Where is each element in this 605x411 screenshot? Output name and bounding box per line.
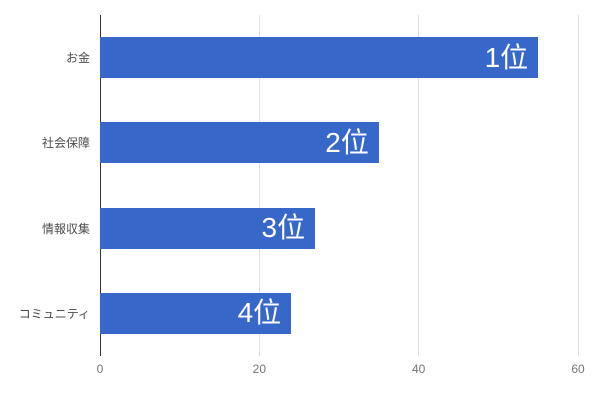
gridline xyxy=(258,15,260,356)
bar-row: 3位 xyxy=(100,186,578,271)
rank-label: 4位 xyxy=(237,297,282,329)
bar-row: 1位 xyxy=(100,15,578,100)
rank-label: 2位 xyxy=(325,126,369,158)
gridline xyxy=(418,15,420,356)
bar-4: 4位 xyxy=(100,292,292,334)
plot-area: 1位 2位 3位 4位 xyxy=(99,15,579,356)
bar-1: 1位 xyxy=(100,37,539,79)
bar-row: 4位 xyxy=(100,271,578,356)
x-tick-label: 40 xyxy=(411,362,426,376)
gridline xyxy=(577,15,579,356)
category-label: 情報収集 xyxy=(41,221,90,236)
rank-label: 3位 xyxy=(261,212,306,244)
x-tick-label: 20 xyxy=(252,362,267,376)
category-labels: お金社会保障情報収集コミュニティ xyxy=(0,15,90,356)
category-label: コミュニティ xyxy=(18,306,90,321)
bar-row: 2位 xyxy=(100,100,578,185)
category-label: 社会保障 xyxy=(41,136,90,151)
category-label: お金 xyxy=(65,51,90,66)
x-tick-label: 0 xyxy=(96,362,104,376)
bar-3: 3位 xyxy=(100,207,316,249)
x-axis: 0 20 40 60 xyxy=(96,362,585,382)
x-tick-label: 60 xyxy=(571,362,585,376)
y-axis-line xyxy=(99,15,101,356)
bar-2: 2位 xyxy=(100,122,379,164)
rank-label: 1位 xyxy=(484,41,529,73)
